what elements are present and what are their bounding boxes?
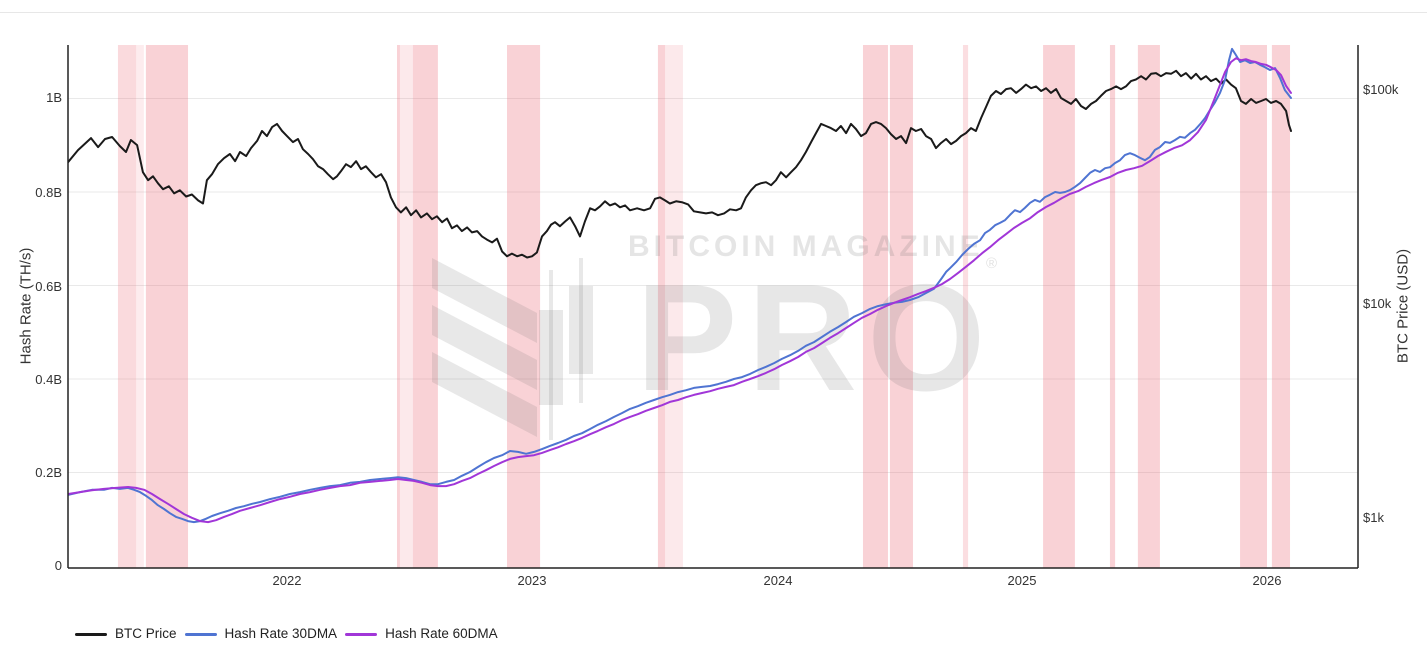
y-right-tick-1k: $1k: [1363, 510, 1384, 525]
hashrate-30dma-line[interactable]: [68, 47, 1292, 524]
y-left-tick-02b: 0.2B: [35, 465, 62, 480]
y-right-tick-100k: $100k: [1363, 82, 1399, 97]
y-left-tick-0: 0: [54, 558, 62, 573]
legend: BTC Price Hash Rate 30DMA Hash Rate 60DM…: [75, 625, 498, 643]
highlight-band: [397, 45, 400, 568]
legend-label: Hash Rate 60DMA: [385, 626, 498, 641]
hashrate-60dma-line-swatch: [345, 632, 378, 636]
x-tick-2024: 2024: [763, 573, 793, 588]
legend-item-hashrate-30dma[interactable]: Hash Rate 30DMA: [184, 625, 338, 643]
legend-label: Hash Rate 30DMA: [224, 626, 338, 641]
hashrate-30dma-line-swatch: [184, 632, 217, 636]
highlight-band: [117, 45, 137, 568]
legend-item-btc-price[interactable]: BTC Price: [75, 625, 177, 643]
y-left-tick-1b: 1B: [46, 90, 62, 105]
legend-label: BTC Price: [115, 626, 177, 641]
hashrate-60dma-line[interactable]: [68, 57, 1292, 524]
y-left-tick-04b: 0.4B: [35, 372, 62, 387]
y-axis-title-left: Hash Rate (TH/s): [17, 247, 35, 365]
x-tick-2026: 2026: [1252, 573, 1282, 588]
highlight-band: [1109, 45, 1116, 568]
highlight-band: [1043, 45, 1075, 568]
watermark-line1: BITCOIN MAGAZINE: [628, 230, 984, 263]
highlight-band: [1137, 45, 1160, 568]
legend-item-hashrate-60dma[interactable]: Hash Rate 60DMA: [345, 625, 498, 643]
btc-price-line[interactable]: [68, 69, 1292, 259]
top-divider: [0, 12, 1427, 13]
highlight-band: [1271, 45, 1291, 568]
highlight-band: [665, 45, 683, 568]
x-tick-2023: 2023: [517, 573, 547, 588]
bm-pro-logo-icon: [432, 258, 593, 440]
highlight-band: [507, 45, 541, 568]
btc-price-line-swatch: [75, 632, 107, 636]
x-tick-2022: 2022: [272, 573, 302, 588]
y-left-tick-06b: 0.6B: [35, 279, 62, 294]
y-axis-title-right: BTC Price (USD): [1394, 248, 1412, 364]
registered-mark: ®: [986, 255, 997, 272]
highlight-band: [1240, 45, 1267, 568]
highlight-band: [145, 45, 189, 568]
highlight-band: [657, 45, 666, 568]
highlight-band: [399, 45, 413, 568]
highlight-band: [962, 45, 969, 568]
y-right-tick-10k: $10k: [1363, 296, 1392, 311]
highlight-band: [889, 45, 913, 568]
highlight-band: [136, 45, 144, 568]
x-tick-2025: 2025: [1007, 573, 1037, 588]
y-left-tick-08b: 0.8B: [35, 185, 62, 200]
